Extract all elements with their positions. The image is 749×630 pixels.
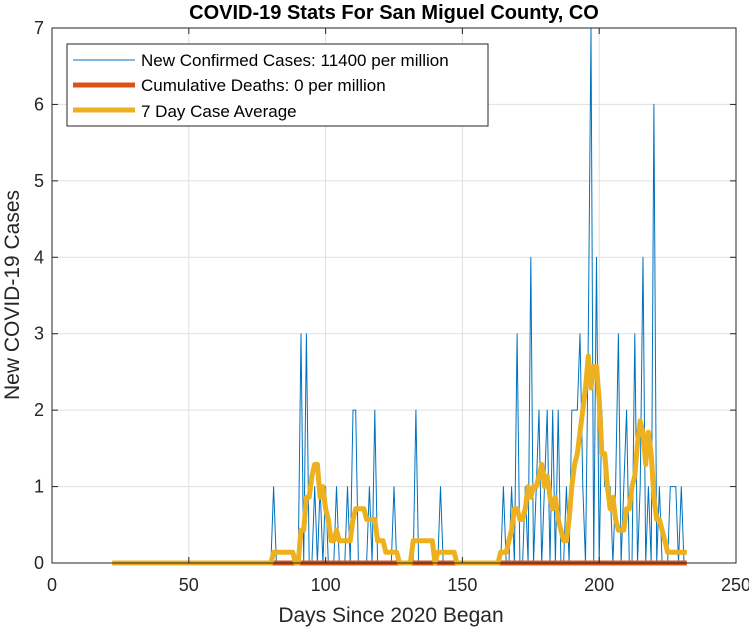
legend: New Confirmed Cases: 11400 per million C… bbox=[66, 43, 489, 127]
y-tick-label: 2 bbox=[34, 400, 44, 420]
legend-label-average: 7 Day Case Average bbox=[141, 102, 297, 121]
x-axis-label: Days Since 2020 Began bbox=[278, 604, 503, 627]
y-tick-label: 3 bbox=[34, 324, 44, 344]
y-tick-label: 6 bbox=[34, 94, 44, 114]
x-tick-label: 100 bbox=[311, 575, 341, 595]
y-tick-label: 7 bbox=[34, 18, 44, 38]
legend-label-new-cases: New Confirmed Cases: 11400 per million bbox=[141, 51, 449, 70]
x-tick-label: 50 bbox=[179, 575, 199, 595]
y-axis-label: New COVID-19 Cases bbox=[1, 190, 24, 400]
legend-label-deaths: Cumulative Deaths: 0 per million bbox=[141, 76, 386, 95]
tick-layer: 0 50 100 150 200 250 0 1 2 3 4 5 6 7 bbox=[34, 18, 749, 595]
chart-title: COVID-19 Stats For San Miguel County, CO bbox=[189, 2, 599, 24]
x-tick-label: 200 bbox=[584, 575, 614, 595]
grid-layer bbox=[52, 28, 736, 563]
y-tick-label: 5 bbox=[34, 171, 44, 191]
y-tick-label: 0 bbox=[34, 553, 44, 573]
y-tick-label: 4 bbox=[34, 247, 44, 267]
y-tick-label: 1 bbox=[34, 477, 44, 497]
legend-box bbox=[66, 43, 489, 127]
x-tick-label: 150 bbox=[447, 575, 477, 595]
x-tick-label: 0 bbox=[47, 575, 57, 595]
axes-box bbox=[51, 27, 737, 564]
series-7-day-average bbox=[112, 353, 687, 566]
x-tick-label: 250 bbox=[721, 575, 749, 595]
